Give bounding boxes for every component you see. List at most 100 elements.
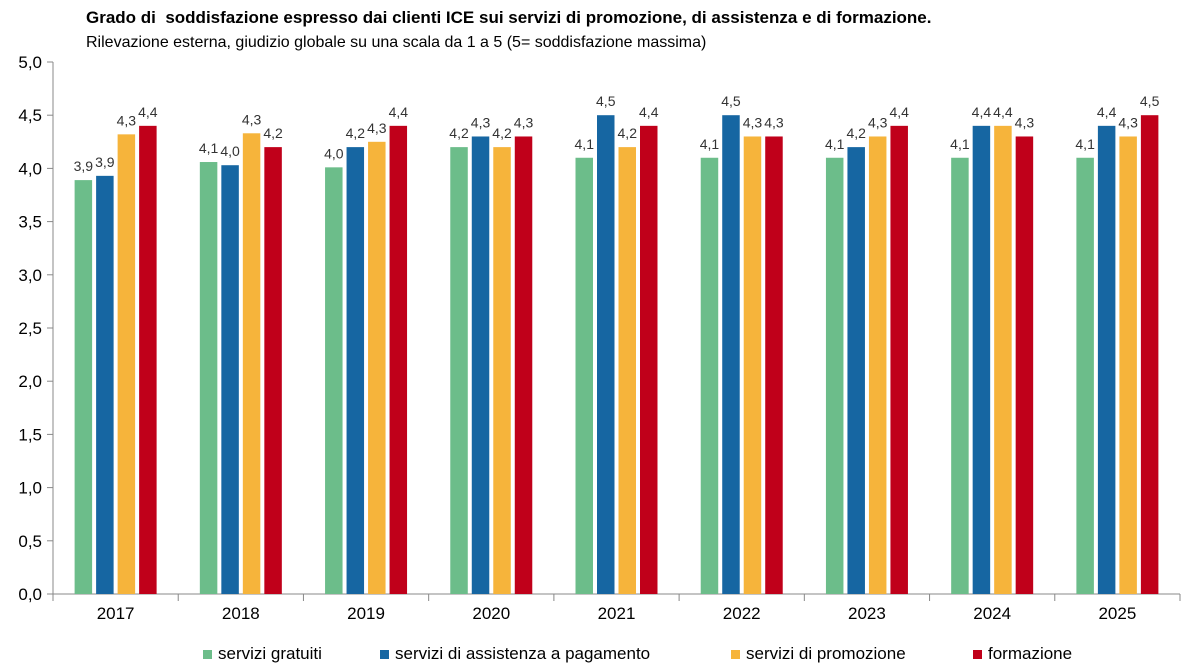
bar bbox=[96, 175, 114, 594]
x-tick-label: 2020 bbox=[472, 604, 510, 623]
bar bbox=[825, 157, 844, 594]
legend-swatch bbox=[973, 649, 982, 659]
bar bbox=[264, 147, 282, 594]
chart-legend: servizi gratuiti servizi di assistenza a … bbox=[0, 644, 1182, 665]
legend-swatch bbox=[380, 649, 389, 659]
data-label: 4,4 bbox=[138, 104, 158, 120]
bar bbox=[471, 136, 490, 595]
bar bbox=[640, 125, 658, 594]
data-label: 4,4 bbox=[1097, 104, 1117, 120]
y-tick-label: 1,5 bbox=[18, 425, 42, 444]
bar bbox=[722, 115, 740, 594]
data-label: 4,3 bbox=[1015, 114, 1035, 130]
data-label: 4,1 bbox=[825, 136, 845, 152]
y-tick-label: 2,5 bbox=[18, 319, 42, 338]
legend-label: formazione bbox=[988, 644, 1073, 663]
data-label: 4,2 bbox=[263, 125, 283, 141]
y-tick-label: 1,0 bbox=[18, 479, 42, 498]
data-label: 4,3 bbox=[868, 114, 888, 130]
data-label: 4,1 bbox=[199, 140, 219, 156]
bar bbox=[1140, 115, 1159, 594]
y-tick-label: 0,0 bbox=[18, 585, 42, 604]
bar bbox=[890, 125, 908, 594]
bar bbox=[242, 133, 261, 594]
y-tick-label: 3,5 bbox=[18, 213, 42, 232]
y-tick-label: 4,5 bbox=[18, 106, 42, 125]
data-label: 4,4 bbox=[889, 104, 909, 120]
data-label: 4,4 bbox=[993, 104, 1013, 120]
data-label: 4,4 bbox=[639, 104, 659, 120]
chart-subtitle: Rilevazione esterna, giudizio globale su… bbox=[86, 34, 707, 51]
data-label: 4,2 bbox=[449, 125, 469, 141]
data-label: 4,2 bbox=[618, 125, 638, 141]
legend-label: servizi di assistenza a pagamento bbox=[395, 644, 651, 663]
legend-item: formazione bbox=[973, 644, 1072, 664]
data-label: 4,3 bbox=[514, 114, 534, 130]
data-label: 4,1 bbox=[575, 136, 595, 152]
x-tick-label: 2017 bbox=[97, 604, 135, 623]
bar bbox=[74, 180, 93, 594]
data-label: 4,4 bbox=[389, 104, 409, 120]
bar bbox=[139, 125, 157, 594]
bar bbox=[1097, 125, 1116, 594]
bar bbox=[368, 141, 386, 595]
bar bbox=[994, 125, 1012, 594]
bar bbox=[493, 147, 511, 594]
data-label: 4,5 bbox=[721, 93, 741, 109]
x-tick-label: 2025 bbox=[1098, 604, 1136, 623]
data-label: 4,2 bbox=[492, 125, 512, 141]
x-tick-label: 2021 bbox=[598, 604, 636, 623]
legend-label: servizi di promozione bbox=[746, 644, 906, 663]
bar bbox=[221, 165, 239, 594]
x-tick-label: 2022 bbox=[723, 604, 761, 623]
x-tick-label: 2018 bbox=[222, 604, 260, 623]
y-tick-label: 5,0 bbox=[18, 53, 42, 72]
bar bbox=[575, 157, 593, 594]
data-label: 4,3 bbox=[743, 114, 763, 130]
bar bbox=[847, 147, 865, 594]
data-label: 4,3 bbox=[367, 120, 387, 136]
y-tick-label: 0,5 bbox=[18, 532, 42, 551]
data-label: 4,1 bbox=[950, 136, 970, 152]
bar bbox=[618, 147, 636, 594]
bar bbox=[597, 115, 615, 594]
data-label: 4,5 bbox=[1140, 93, 1160, 109]
bar-chart: 0,0 0,5 1,0 1,5 2,0 2,5 3,0 3,5 4,0 4,5 5,0 2017 201… bbox=[18, 53, 1181, 623]
data-label: 4,5 bbox=[596, 93, 616, 109]
bar bbox=[117, 134, 136, 595]
bar bbox=[325, 167, 343, 594]
bar bbox=[346, 147, 365, 594]
bar bbox=[951, 157, 969, 594]
data-label: 4,3 bbox=[471, 114, 491, 130]
data-label: 4,3 bbox=[242, 111, 262, 127]
data-label: 4,3 bbox=[764, 114, 784, 130]
legend-swatch bbox=[203, 649, 212, 659]
legend-item: servizi di assistenza a pagamento bbox=[380, 644, 650, 664]
data-label: 4,3 bbox=[1118, 114, 1138, 130]
bar bbox=[743, 136, 762, 595]
bar bbox=[514, 136, 533, 595]
data-label: 4,3 bbox=[117, 112, 137, 128]
data-label: 4,1 bbox=[1075, 136, 1095, 152]
y-tick-label: 4,0 bbox=[18, 159, 42, 178]
bar bbox=[1015, 136, 1034, 595]
data-label: 4,2 bbox=[846, 125, 866, 141]
bar bbox=[389, 125, 408, 594]
bar bbox=[765, 136, 783, 595]
data-label: 3,9 bbox=[95, 154, 115, 170]
legend-item: servizi gratuiti bbox=[203, 644, 322, 664]
x-tick-label: 2024 bbox=[973, 604, 1011, 623]
data-label: 3,9 bbox=[74, 158, 94, 174]
y-tick-label: 2,0 bbox=[18, 372, 42, 391]
bar bbox=[700, 157, 719, 594]
bar bbox=[1076, 157, 1094, 594]
data-label: 4,2 bbox=[346, 125, 366, 141]
legend-item: servizi di promozione bbox=[731, 644, 906, 664]
data-label: 4,1 bbox=[700, 136, 720, 152]
data-label: 4,4 bbox=[972, 104, 992, 120]
data-label: 4,0 bbox=[220, 143, 240, 159]
y-tick-label: 3,0 bbox=[18, 266, 42, 285]
data-label: 4,0 bbox=[324, 145, 344, 161]
x-tick-label: 2023 bbox=[848, 604, 886, 623]
legend-label: servizi gratuiti bbox=[218, 644, 322, 663]
